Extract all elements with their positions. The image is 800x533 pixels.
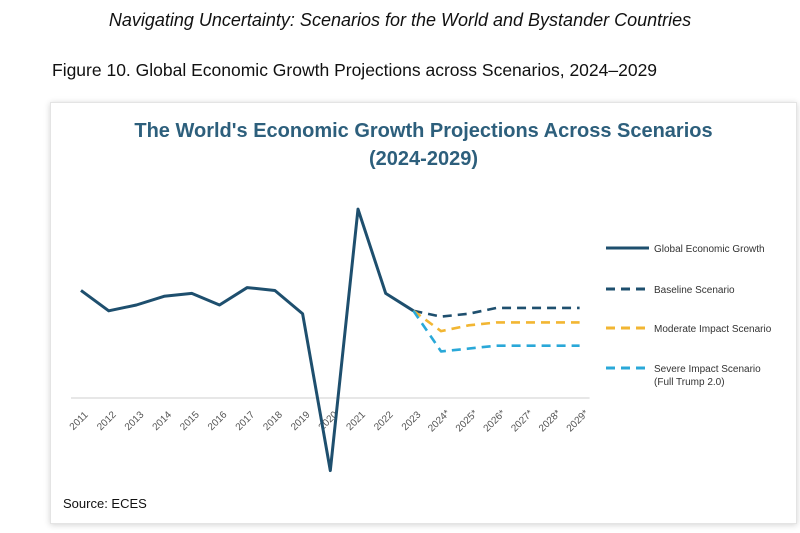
legend-label: Global Economic Growth (654, 244, 765, 255)
x-tick-label: 2014 (151, 409, 175, 433)
x-tick-label: 2026* (482, 408, 508, 434)
x-tick-label: 2023 (400, 409, 424, 433)
series-line-2 (412, 309, 580, 333)
x-tick-label: 2013 (123, 409, 147, 433)
x-tick-label: 2015 (178, 409, 202, 433)
chart-title: The World's Economic Growth Projections … (51, 117, 796, 173)
x-tick-label: 2028* (537, 408, 563, 434)
figure-caption: Figure 10. Global Economic Growth Projec… (52, 60, 658, 80)
chart-panel: The World's Economic Growth Projections … (50, 102, 797, 524)
running-title: Navigating Uncertainty: Scenarios for th… (108, 10, 692, 30)
series-line-1 (413, 306, 580, 318)
x-tick-label: 2017 (234, 409, 258, 433)
x-tick-label: 2027* (509, 408, 535, 434)
chart-title-line-2: (2024-2029) (369, 148, 478, 170)
series-line-0 (80, 207, 415, 473)
x-tick-label: 2021 (344, 409, 368, 433)
x-tick-label: 2025* (454, 408, 480, 434)
legend-label: Moderate Impact Scenario (654, 324, 772, 335)
x-tick-label: 2029* (565, 408, 591, 434)
source-note: Source: ECES (63, 496, 147, 511)
x-tick-label: 2018 (261, 409, 285, 433)
x-tick-label: 2011 (68, 409, 91, 432)
chart-title-line-1: The World's Economic Growth Projections … (134, 120, 713, 142)
x-tick-label: 2019 (289, 409, 313, 433)
x-tick-label: 2012 (95, 409, 119, 433)
legend-label: Baseline Scenario (654, 285, 735, 296)
x-tick-label: 2016 (206, 409, 230, 433)
legend-label: Severe Impact Scenario (Full Trump 2.0) (654, 364, 761, 388)
line-chart: 2011 2012 2013 2014 2015 2016 2017 2018 2019 2020… (68, 207, 772, 473)
x-tick-label: 2022 (372, 409, 396, 433)
series-line-3 (412, 310, 580, 353)
x-tick-label: 2024* (426, 408, 452, 434)
